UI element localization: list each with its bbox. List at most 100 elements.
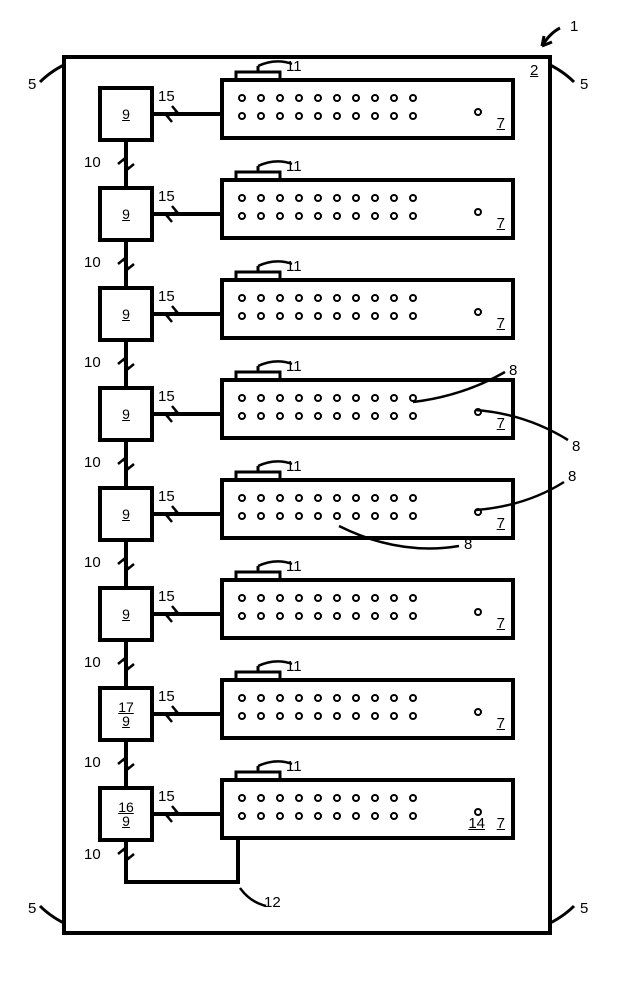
indicator-circle <box>295 612 303 620</box>
label-8: 8 <box>568 468 576 485</box>
indicator-circle <box>238 694 246 702</box>
indicator-circle <box>257 812 265 820</box>
indicator-circle <box>390 612 398 620</box>
indicator-circle-extra <box>474 408 482 416</box>
indicator-circle <box>314 612 322 620</box>
indicator-circle <box>333 94 341 102</box>
indicator-circle <box>333 794 341 802</box>
label-12: 12 <box>264 894 281 911</box>
box9-label: 9 <box>122 507 130 521</box>
indicator-circle <box>314 694 322 702</box>
indicator-circle <box>371 794 379 802</box>
indicator-circle <box>276 412 284 420</box>
indicator-circle <box>257 294 265 302</box>
indicator-circle <box>352 712 360 720</box>
label-10: 10 <box>84 754 101 771</box>
indicator-circle <box>333 112 341 120</box>
indicator-circle <box>390 194 398 202</box>
indicator-circle <box>371 512 379 520</box>
control-box-7: 7 <box>220 278 515 340</box>
indicator-circle <box>352 812 360 820</box>
indicator-circle <box>295 694 303 702</box>
indicator-circle <box>390 794 398 802</box>
label-7: 7 <box>497 115 505 132</box>
indicator-circle <box>276 212 284 220</box>
indicator-circle <box>352 412 360 420</box>
indicator-circle <box>390 412 398 420</box>
indicator-circle <box>295 594 303 602</box>
indicator-circle <box>257 712 265 720</box>
label-10: 10 <box>84 154 101 171</box>
indicator-circle <box>276 112 284 120</box>
label-15: 15 <box>158 588 175 605</box>
indicator-circle <box>276 494 284 502</box>
label-7: 7 <box>497 515 505 532</box>
indicator-circle <box>238 594 246 602</box>
label-15: 15 <box>158 788 175 805</box>
indicator-circle <box>295 412 303 420</box>
indicator-circle-extra <box>474 308 482 316</box>
indicator-circle <box>371 612 379 620</box>
indicator-circle <box>238 212 246 220</box>
indicator-circle <box>257 394 265 402</box>
indicator-circle <box>295 512 303 520</box>
indicator-circle <box>390 112 398 120</box>
box9-extra-label: 16 <box>118 800 134 814</box>
indicator-circle <box>276 612 284 620</box>
indicator-circle <box>276 694 284 702</box>
indicator-circle <box>333 812 341 820</box>
indicator-circle <box>409 94 417 102</box>
indicator-circle <box>238 394 246 402</box>
label-15: 15 <box>158 288 175 305</box>
indicator-circle <box>333 512 341 520</box>
label-7: 7 <box>497 415 505 432</box>
indicator-circle <box>352 112 360 120</box>
indicator-circle <box>371 312 379 320</box>
indicator-circle <box>390 694 398 702</box>
label-10: 10 <box>84 454 101 471</box>
indicator-circle <box>352 94 360 102</box>
label-15: 15 <box>158 688 175 705</box>
indicator-circle <box>333 394 341 402</box>
indicator-circle <box>276 94 284 102</box>
label-8: 8 <box>509 362 517 379</box>
indicator-circle <box>333 412 341 420</box>
indicator-circle <box>314 412 322 420</box>
indicator-circle <box>238 194 246 202</box>
indicator-circle <box>257 694 265 702</box>
indicator-circle-extra <box>474 508 482 516</box>
indicator-circle <box>390 312 398 320</box>
box9-label: 9 <box>122 407 130 421</box>
indicator-circle <box>352 794 360 802</box>
label-10: 10 <box>84 846 101 863</box>
controller-box-9: 9 <box>98 186 154 242</box>
indicator-circle <box>390 394 398 402</box>
controller-box-9: 179 <box>98 686 154 742</box>
indicator-circle <box>295 794 303 802</box>
indicator-circle <box>409 194 417 202</box>
indicator-circle <box>409 612 417 620</box>
indicator-circle <box>314 112 322 120</box>
indicator-circle <box>276 294 284 302</box>
indicator-circle <box>390 812 398 820</box>
indicator-circle <box>314 794 322 802</box>
label-10: 10 <box>84 654 101 671</box>
indicator-circle <box>276 812 284 820</box>
indicator-circle-extra <box>474 708 482 716</box>
indicator-circle <box>295 394 303 402</box>
control-box-7: 7 <box>220 378 515 440</box>
label-11: 11 <box>286 358 302 375</box>
indicator-circle <box>371 712 379 720</box>
label-15: 15 <box>158 88 175 105</box>
control-box-7: 7 <box>220 478 515 540</box>
indicator-circle <box>409 694 417 702</box>
indicator-circle <box>390 594 398 602</box>
indicator-circle <box>409 812 417 820</box>
indicator-circle <box>390 494 398 502</box>
label-7: 7 <box>497 815 505 832</box>
label-10: 10 <box>84 554 101 571</box>
label-14: 14 <box>468 815 485 832</box>
indicator-circle <box>314 212 322 220</box>
control-box-7: 7 <box>220 678 515 740</box>
controller-box-9: 9 <box>98 86 154 142</box>
